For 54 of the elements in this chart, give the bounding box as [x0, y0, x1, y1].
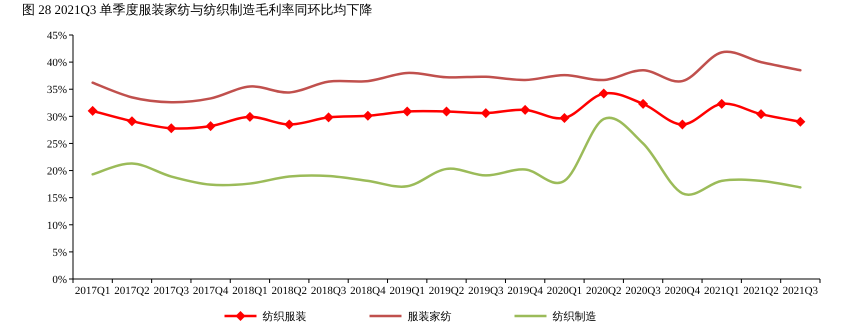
x-tick-label: 2020Q3: [625, 285, 662, 297]
y-tick-label: 40%: [46, 57, 67, 70]
x-tick-label: 2018Q1: [232, 285, 268, 297]
x-tick-label: 2017Q3: [154, 285, 190, 297]
x-tick-label: 2017Q1: [74, 285, 110, 297]
point: [402, 106, 412, 116]
point: [638, 98, 648, 109]
line-series: [91, 50, 802, 104]
y-tick-label: 10%: [46, 220, 67, 232]
point: [795, 116, 806, 127]
x-tick-label: 2019Q1: [389, 285, 425, 297]
legend-label: 服装家纺: [408, 310, 452, 323]
point: [442, 106, 452, 116]
point: [756, 109, 766, 120]
point: [677, 119, 688, 130]
point: [324, 112, 334, 122]
y-tick-label: 20%: [46, 166, 67, 178]
y-tick-label: 30%: [46, 111, 67, 124]
chart-title: 图 28 2021Q3 单季度服装家纺与纺织制造毛利率同环比均下降: [22, 2, 373, 17]
x-tick-label: 2018Q4: [350, 285, 386, 297]
y-tick-label: 35%: [46, 84, 67, 96]
line-series: [91, 116, 802, 196]
x-tick-label: 2020Q1: [546, 285, 582, 297]
point: [716, 98, 727, 109]
x-tick-label: 2019Q3: [468, 285, 504, 297]
point: [206, 121, 216, 132]
y-tick-label: 0%: [52, 274, 67, 286]
y-tick-label: 45%: [46, 30, 67, 42]
point: [88, 106, 98, 116]
x-tick-label: 2019Q4: [507, 285, 544, 297]
x-tick-label: 2018Q3: [310, 285, 347, 297]
point: [126, 116, 137, 126]
x-tick-label: 2021Q2: [743, 285, 779, 297]
x-tick-label: 2020Q2: [586, 285, 622, 297]
point: [362, 110, 373, 121]
point: [244, 112, 255, 122]
x-tick-label: 2018Q2: [272, 285, 307, 297]
point: [559, 112, 570, 123]
point: [520, 104, 530, 115]
x-tick-label: 2021Q3: [782, 285, 819, 297]
y-tick-label: 15%: [46, 192, 67, 205]
point: [284, 119, 294, 130]
point: [166, 123, 176, 134]
legend-label: 纺织制造: [552, 310, 596, 323]
x-tick-label: 2017Q2: [114, 285, 150, 297]
point: [480, 108, 491, 118]
x-tick-label: 2019Q2: [428, 285, 464, 297]
x-tick-label: 2017Q4: [192, 285, 229, 297]
y-tick-label: 25%: [46, 138, 67, 150]
legend-label: 纺织服装: [262, 310, 306, 323]
y-tick-label: 5%: [52, 246, 67, 259]
point: [598, 88, 609, 99]
x-tick-label: 2021Q1: [704, 285, 740, 297]
x-tick-label: 2020Q4: [664, 285, 701, 297]
